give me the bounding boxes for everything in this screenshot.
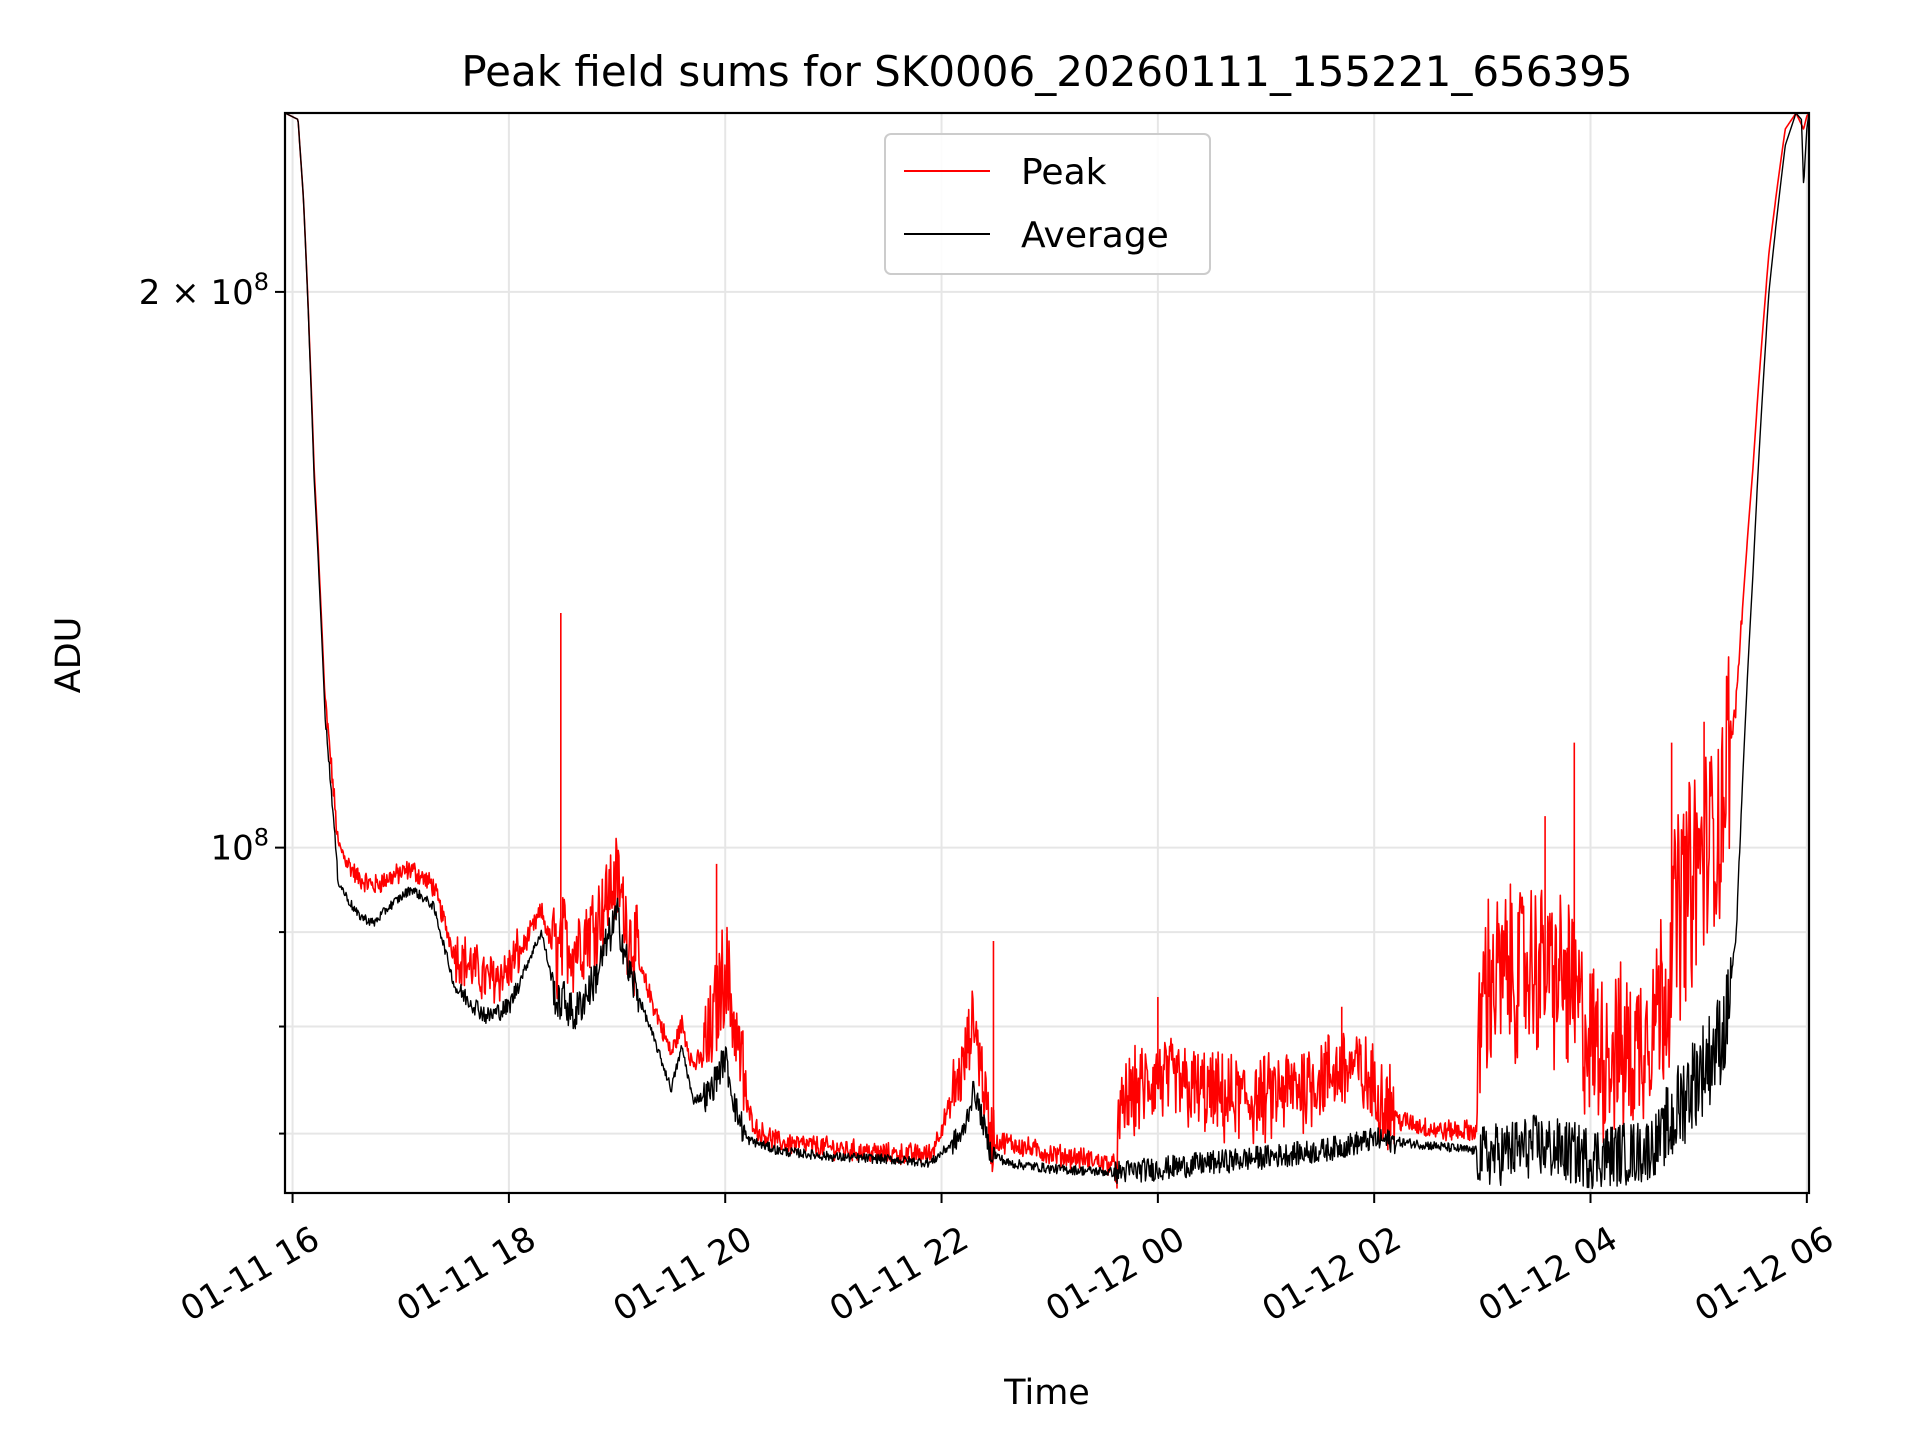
average-series-layer <box>284 112 1810 1190</box>
y-axis-label: ADU <box>49 617 89 694</box>
peak-series-layer <box>284 112 1810 1189</box>
y-axis-ticks: 108 2 × 108 <box>139 268 285 1135</box>
legend: Peak Average <box>884 133 1211 275</box>
x-axis-label: Time <box>1003 1373 1090 1413</box>
y-tick-label: 2 × 108 <box>139 268 269 313</box>
legend-peak-label: Peak <box>1021 152 1107 193</box>
legend-average-label: Average <box>1021 215 1169 256</box>
chart-title: Peak field sums for SK0006_20260111_1552… <box>461 47 1632 96</box>
peak-series-line <box>284 112 1810 1189</box>
y-tick-label: 108 <box>210 824 269 869</box>
average-series-line <box>284 112 1810 1190</box>
plot-frame <box>283 111 1811 1195</box>
legend-box <box>884 133 1211 275</box>
grid-layer <box>285 113 1809 1193</box>
